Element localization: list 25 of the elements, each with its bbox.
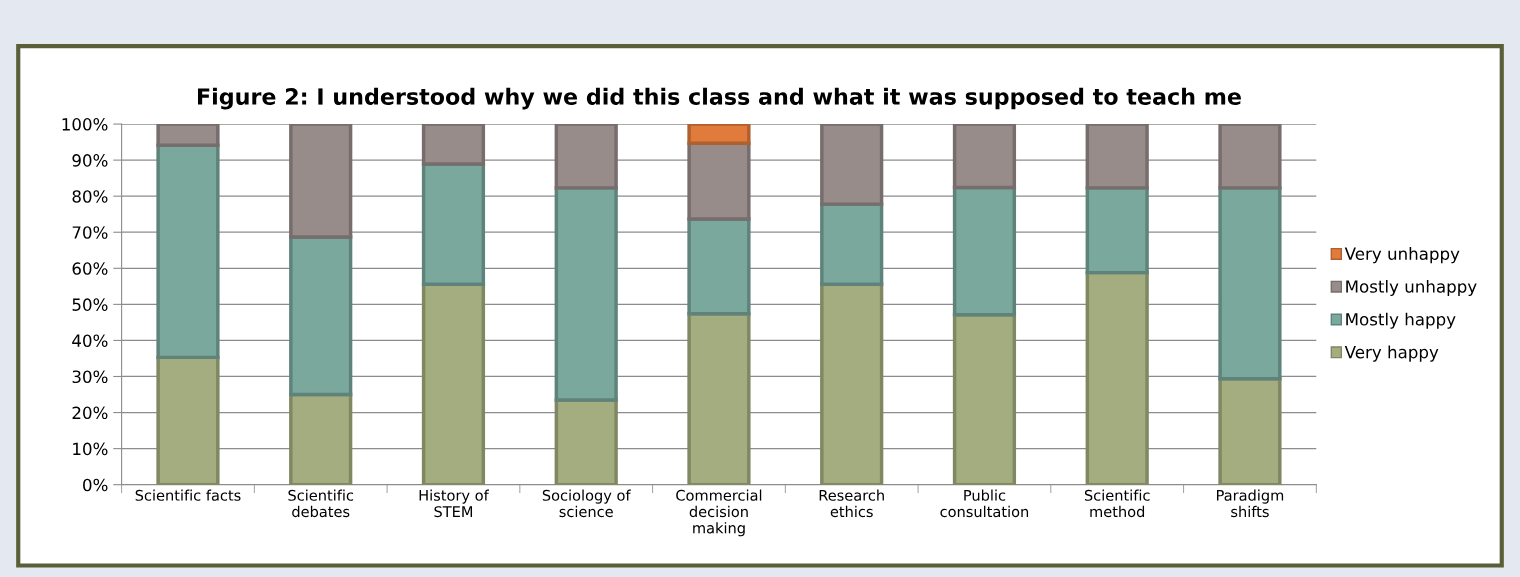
legend-label: Very unhappy (1344, 247, 1460, 264)
x-tick-label: Scientific method (1084, 489, 1150, 518)
y-tick-label: 80% (72, 190, 108, 203)
y-tick-label: 50% (72, 298, 108, 311)
x-tick-label: Public consultation (940, 489, 1029, 518)
x-tick-label: Sociology of science (542, 489, 631, 518)
y-tick-label: 30% (72, 370, 108, 384)
y-tick-label: 0% (83, 478, 108, 492)
legend-label: Very happy (1344, 345, 1439, 362)
y-tick-label: 20% (72, 406, 108, 420)
y-tick-label: 10% (73, 442, 108, 456)
y-tick-label: 60% (72, 262, 108, 275)
x-tick-label: Scientific facts (135, 489, 241, 501)
x-tick-label: Commercial decision making (676, 489, 762, 537)
y-tick-label: 40% (72, 334, 108, 347)
chart-title: Figure 2: I understood why we did this class and what it was supposed to teach me (197, 87, 1241, 110)
legend-label: Mostly happy (1346, 312, 1456, 329)
y-tick-label: 90% (72, 154, 108, 167)
x-tick-label: History of STEM (419, 489, 490, 518)
x-tick-label: Research ethics (819, 489, 884, 518)
y-tick-label: 100% (62, 118, 108, 131)
x-tick-label: Paradigm shifts (1216, 489, 1284, 518)
x-tick-label: Scientific debates (288, 489, 354, 518)
y-tick-label: 70% (72, 226, 108, 239)
legend-label: Mostly unhappy (1346, 279, 1477, 297)
